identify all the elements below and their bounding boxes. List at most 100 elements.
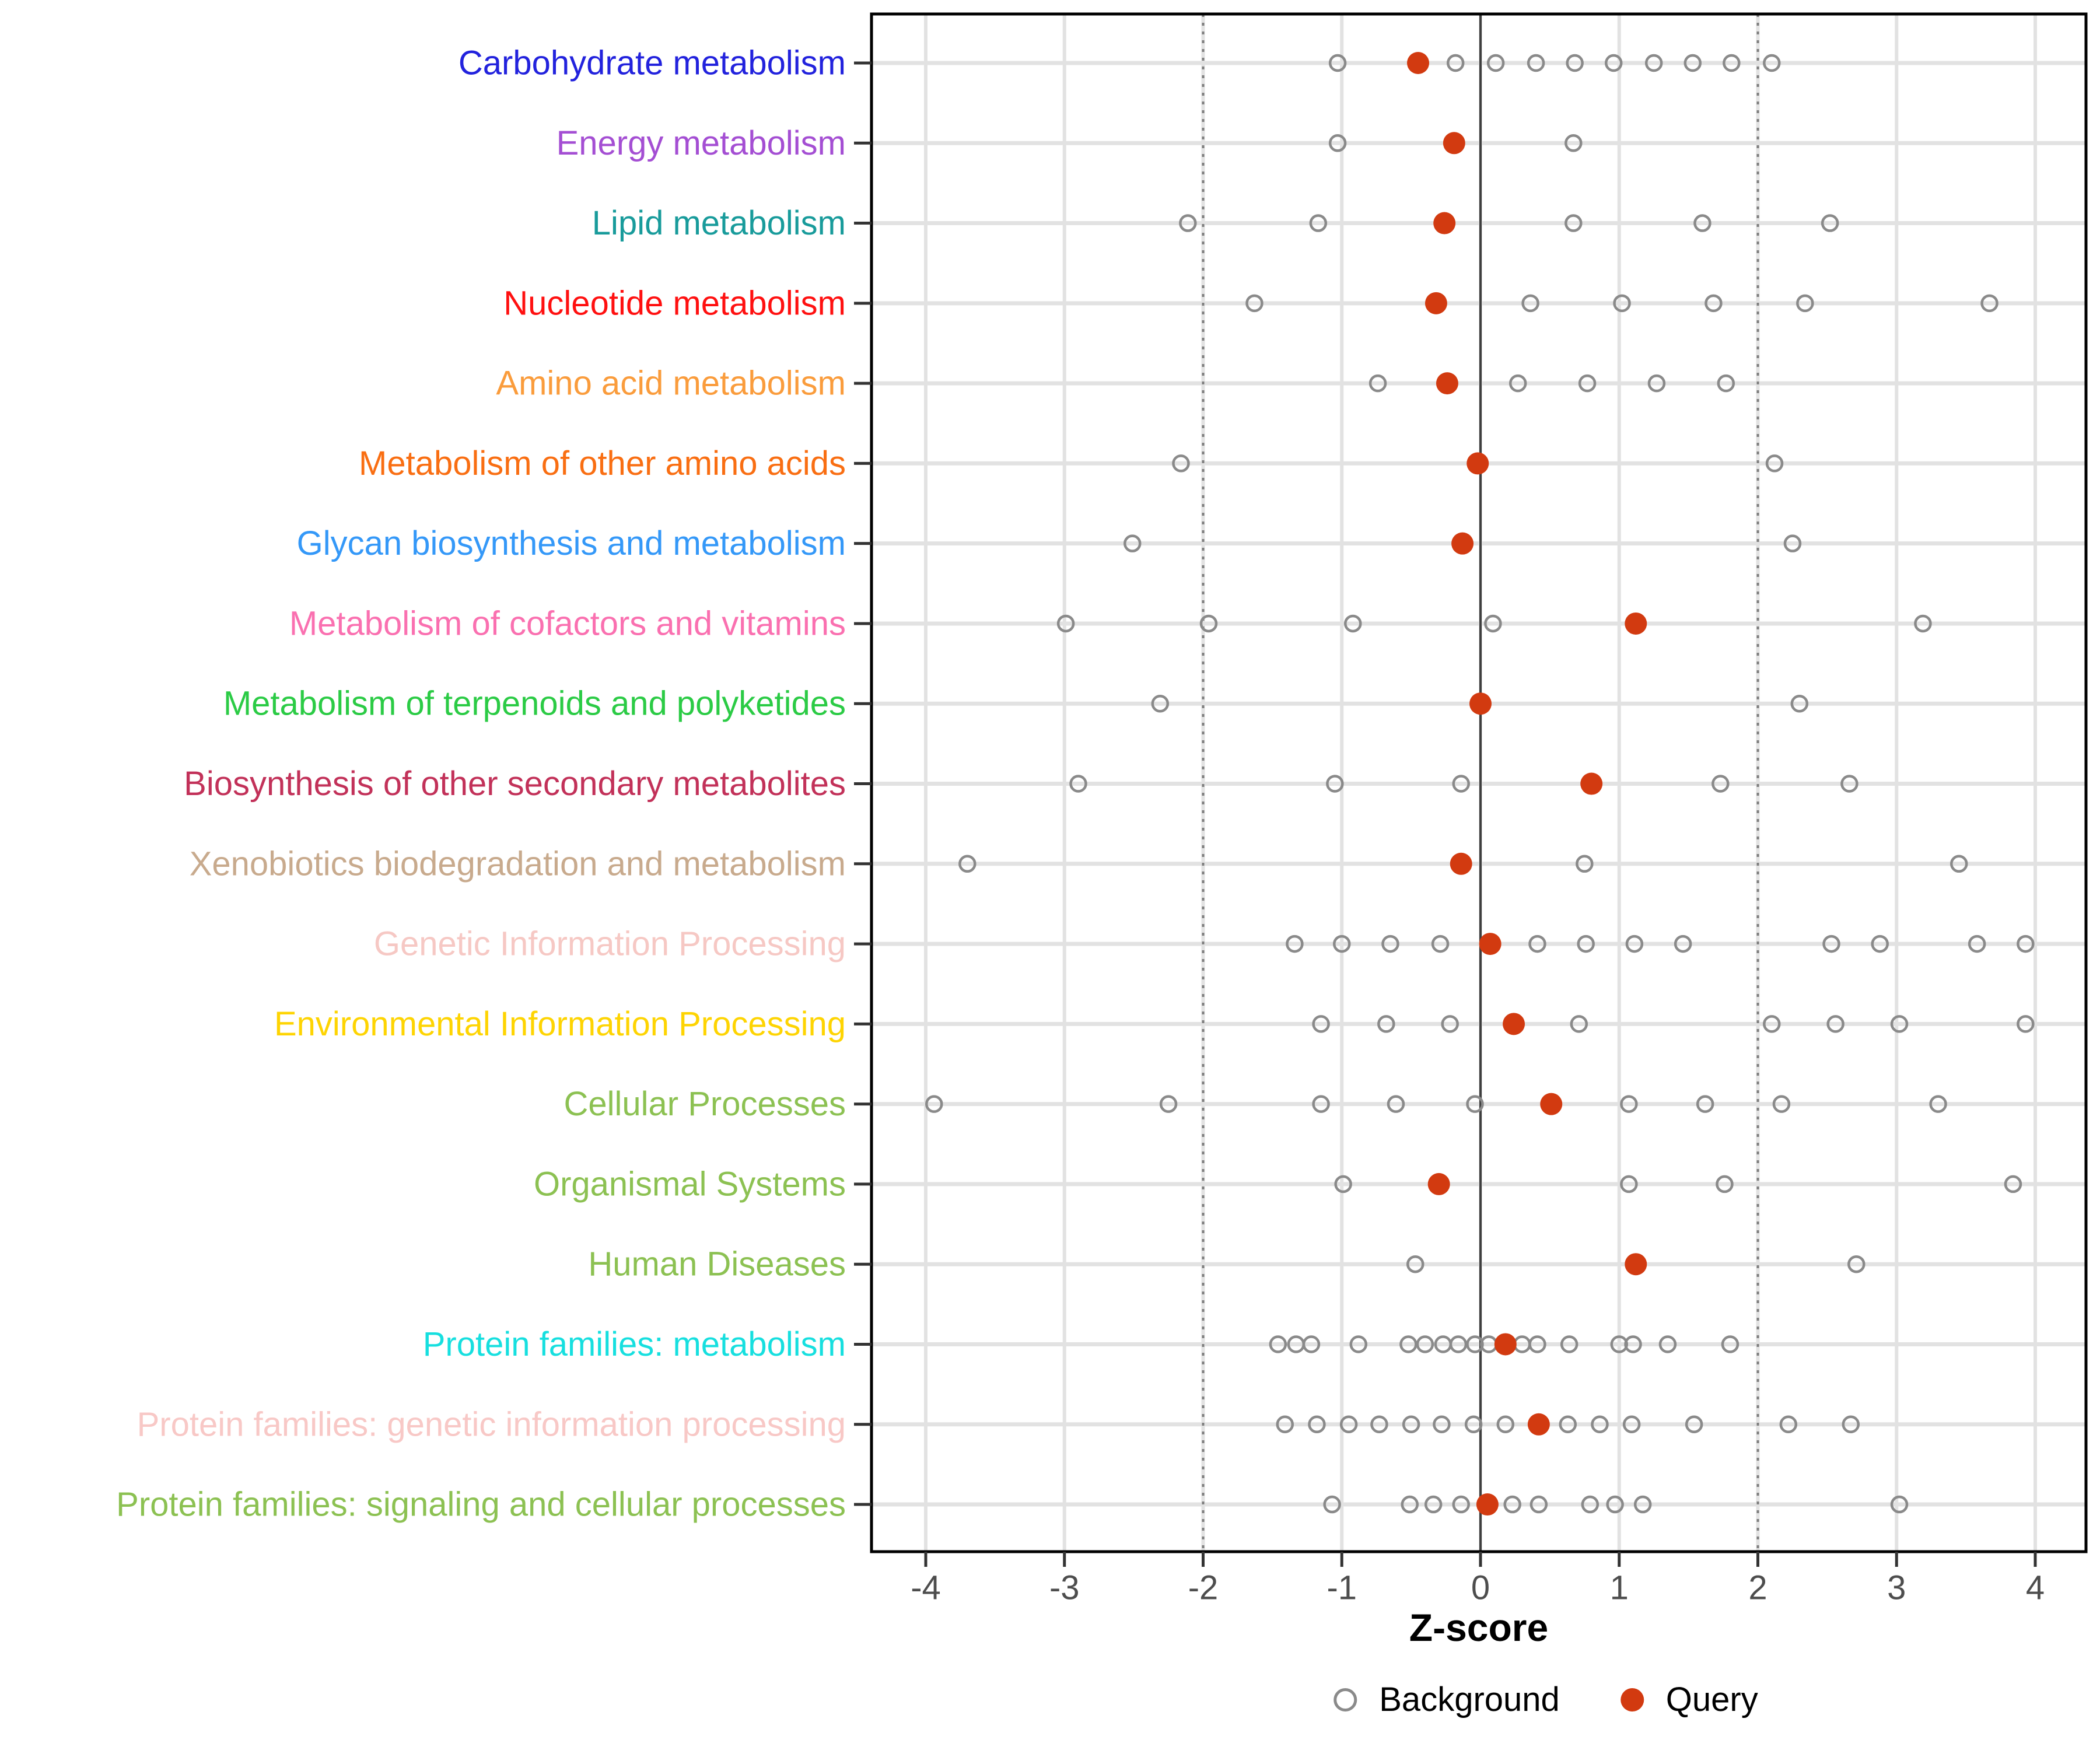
background-point — [1269, 1335, 1287, 1353]
background-point — [1323, 1495, 1341, 1514]
background-point — [1763, 54, 1781, 72]
background-point — [1693, 214, 1712, 232]
category-label: Carbohydrate metabolism — [459, 44, 846, 82]
background-point — [1625, 935, 1644, 953]
background-point — [1763, 1015, 1781, 1033]
background-point — [1528, 1335, 1546, 1353]
background-point — [1179, 214, 1197, 232]
background-point — [1577, 935, 1595, 953]
background-point — [1644, 54, 1663, 72]
background-point — [1613, 294, 1631, 313]
background-point — [1929, 1095, 1947, 1113]
background-point — [1570, 1015, 1588, 1033]
background-point — [1790, 694, 1809, 713]
background-point — [1326, 775, 1344, 793]
background-point — [1704, 294, 1723, 313]
background-point — [1123, 534, 1142, 552]
background-point — [1151, 694, 1170, 713]
category-label: Biosynthesis of other secondary metaboli… — [184, 765, 846, 803]
background-point — [1826, 1015, 1845, 1033]
background-point — [958, 855, 977, 873]
background-point — [1333, 935, 1351, 953]
category-label: Protein families: genetic information pr… — [137, 1405, 846, 1443]
background-point — [1370, 1415, 1388, 1434]
background-point — [1159, 1095, 1178, 1113]
background-point — [1950, 855, 1968, 873]
background-point — [1302, 1335, 1321, 1353]
background-legend-label: Background — [1379, 1681, 1560, 1718]
background-point — [1508, 374, 1527, 393]
background-point — [1312, 1095, 1330, 1113]
category-label: Human Diseases — [588, 1245, 846, 1283]
background-point — [1503, 1495, 1521, 1514]
background-point — [1401, 1495, 1419, 1514]
x-tick-label: 1 — [1610, 1569, 1629, 1607]
query-point — [1580, 772, 1603, 795]
background-point — [1620, 1095, 1638, 1113]
background-point — [1424, 1495, 1443, 1514]
background-point — [1684, 54, 1702, 72]
background-point — [1564, 214, 1583, 232]
background-point — [1685, 1415, 1703, 1434]
background-point — [1452, 775, 1470, 793]
background-point — [1890, 1495, 1909, 1514]
background-point — [1968, 935, 1986, 953]
query-point — [1625, 1253, 1647, 1276]
query-point — [1625, 612, 1647, 635]
background-point — [1712, 775, 1730, 793]
background-point — [1496, 1415, 1515, 1434]
background-point — [1446, 54, 1465, 72]
category-label: Cellular Processes — [564, 1085, 846, 1123]
background-point — [1466, 1095, 1484, 1113]
x-tick-label: 4 — [2026, 1569, 2045, 1607]
background-point — [1765, 454, 1784, 473]
category-label: Lipid metabolism — [592, 204, 846, 242]
background-point — [1566, 54, 1584, 72]
background-point — [1199, 614, 1218, 633]
background-point — [1056, 614, 1075, 633]
background-point — [1452, 1495, 1470, 1514]
background-point — [1368, 374, 1387, 393]
background-point — [1276, 1415, 1294, 1434]
background-point — [1560, 1335, 1578, 1353]
query-point — [1443, 132, 1465, 155]
background-point — [1381, 935, 1399, 953]
background-point — [1696, 1095, 1714, 1113]
background-point — [1286, 935, 1304, 953]
background-point — [1606, 1495, 1624, 1514]
query-point — [1527, 1413, 1550, 1436]
background-point — [1576, 855, 1594, 873]
x-axis-title: Z-score — [1409, 1606, 1549, 1649]
background-point — [1716, 1175, 1734, 1194]
background-point — [1339, 1415, 1358, 1434]
background-point — [1578, 374, 1597, 393]
background-point — [1658, 1335, 1677, 1353]
background-point — [1980, 294, 1999, 313]
background-point — [1604, 54, 1623, 72]
background-point — [1772, 1095, 1791, 1113]
background-point — [1796, 294, 1814, 313]
background-point — [1431, 935, 1450, 953]
x-tick-label: -3 — [1049, 1569, 1080, 1607]
query-point — [1476, 1493, 1499, 1516]
background-point — [1245, 294, 1264, 313]
category-label: Protein families: metabolism — [423, 1325, 846, 1363]
background-point — [1821, 214, 1839, 232]
x-tick-label: 2 — [1748, 1569, 1767, 1607]
background-point — [1723, 54, 1741, 72]
background-point — [1721, 1335, 1740, 1353]
background-point — [1344, 614, 1362, 633]
background-point — [1581, 1495, 1600, 1514]
x-tick-label: 0 — [1471, 1569, 1490, 1607]
background-point — [1624, 1335, 1642, 1353]
background-point — [1564, 134, 1583, 152]
query-point — [1427, 1172, 1450, 1195]
background-point — [1308, 1415, 1326, 1434]
x-tick-label: -2 — [1188, 1569, 1219, 1607]
background-point — [1717, 374, 1735, 393]
query-point — [1479, 933, 1502, 956]
background-point — [1377, 1015, 1395, 1033]
background-point — [1559, 1415, 1577, 1434]
category-label: Energy metabolism — [556, 124, 846, 162]
